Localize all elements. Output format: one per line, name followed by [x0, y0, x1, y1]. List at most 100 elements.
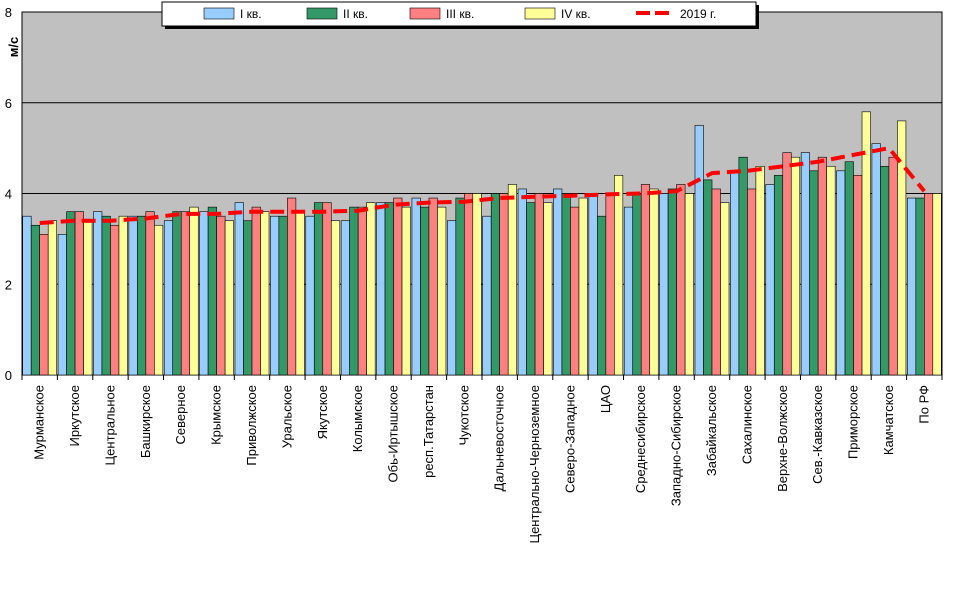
bar: [517, 188, 527, 376]
bar: [861, 111, 871, 376]
x-tick-label: Северо-Западное: [563, 385, 578, 493]
bar: [676, 184, 686, 376]
bar: [437, 206, 447, 376]
bar: [270, 215, 280, 376]
legend-label: II кв.: [343, 7, 368, 21]
x-tick-label: Колымское: [350, 385, 365, 452]
bar: [66, 211, 76, 376]
bar: [836, 170, 846, 376]
x-tick-label: Среднесибирское: [633, 385, 648, 493]
y-tick-label: 0: [5, 368, 12, 383]
bar: [420, 206, 430, 376]
bar: [322, 202, 332, 376]
x-tick-label: Забайкальское: [704, 385, 719, 476]
legend-swatch: [203, 7, 235, 20]
bar: [720, 202, 730, 376]
bar: [526, 202, 536, 376]
bar: [809, 170, 819, 376]
bar: [172, 211, 182, 376]
bar: [499, 193, 509, 376]
bar: [330, 220, 341, 376]
bar: [755, 165, 765, 376]
y-tick-label: 2: [5, 277, 12, 292]
bar: [659, 193, 669, 376]
bar: [507, 184, 517, 376]
x-tick-label: Верхне-Волжское: [775, 385, 790, 492]
bar: [411, 197, 421, 376]
bar: [482, 215, 492, 376]
y-tick-label: 8: [5, 5, 12, 20]
x-tick-label: Центрально-Черноземное: [527, 385, 542, 544]
bar: [924, 193, 934, 376]
bar: [730, 170, 740, 376]
x-tick-label: Приволжское: [244, 385, 259, 466]
bar: [74, 211, 84, 376]
bar: [782, 152, 792, 376]
x-tick-label: Приморское: [846, 385, 861, 459]
bar: [110, 224, 120, 376]
bar: [47, 220, 57, 376]
bar: [844, 161, 854, 376]
bar: [614, 175, 624, 376]
bar: [553, 188, 563, 376]
bar: [384, 202, 394, 376]
bar: [243, 220, 253, 376]
bar: [366, 202, 376, 376]
bar: [22, 215, 32, 376]
x-tick-label: Иркутское: [67, 385, 82, 447]
bar: [747, 188, 757, 376]
bar: [880, 165, 890, 376]
bar: [667, 188, 677, 376]
x-tick-label: Сахалинское: [739, 385, 754, 464]
x-tick-label: Центральное: [103, 385, 118, 465]
bar: [207, 206, 217, 376]
bar: [313, 202, 324, 376]
bar: [588, 193, 598, 376]
line-series: [39, 145, 926, 225]
x-tick-label: респ.Татарстан: [421, 385, 436, 478]
bar: [773, 175, 784, 376]
x-tick-label: Якутское: [315, 385, 330, 439]
bar: [543, 202, 553, 376]
x-tick-label: По РФ: [916, 385, 931, 424]
bar: [30, 224, 40, 376]
legend-label: IV кв.: [561, 7, 591, 21]
bar: [649, 188, 659, 376]
x-axis: Мурманское Иркутское Центральное Башкирское…: [21, 375, 943, 544]
bar: [455, 197, 465, 376]
bar: [401, 206, 411, 376]
bar: [428, 197, 438, 376]
bar: [853, 175, 863, 376]
y-axis-ticks: 0 2 4 6 8: [5, 5, 12, 383]
bar: [357, 206, 367, 376]
bar: [234, 202, 244, 376]
x-tick-label: Дальневосточное: [492, 385, 507, 491]
y-axis-label: м/с: [6, 37, 21, 57]
x-tick-label: Камчатское: [881, 385, 896, 455]
x-tick-label: Уральское: [279, 385, 294, 448]
bar: [376, 202, 386, 376]
bar: [118, 215, 128, 376]
bar: [790, 156, 801, 376]
bar: [534, 193, 544, 376]
x-tick-label: Башкирское: [138, 385, 153, 458]
bar: [578, 197, 588, 376]
bar: [260, 211, 270, 376]
x-tick-label: Северное: [173, 385, 188, 444]
line-2019: [39, 145, 926, 225]
bar: [349, 206, 359, 376]
bar: [163, 220, 174, 376]
y-tick-label: 6: [5, 96, 12, 111]
bar: [340, 220, 350, 376]
bar: [393, 197, 403, 376]
bar: [295, 211, 305, 376]
bar: [605, 193, 615, 376]
x-tick-label: ЦАО: [598, 385, 613, 413]
legend: I кв. II кв. III кв. IV кв. 2019 г.: [161, 1, 759, 29]
bar: [128, 215, 138, 376]
bar: [711, 188, 721, 376]
bar: [738, 156, 748, 376]
bar: [287, 197, 297, 376]
bar: [199, 211, 209, 376]
